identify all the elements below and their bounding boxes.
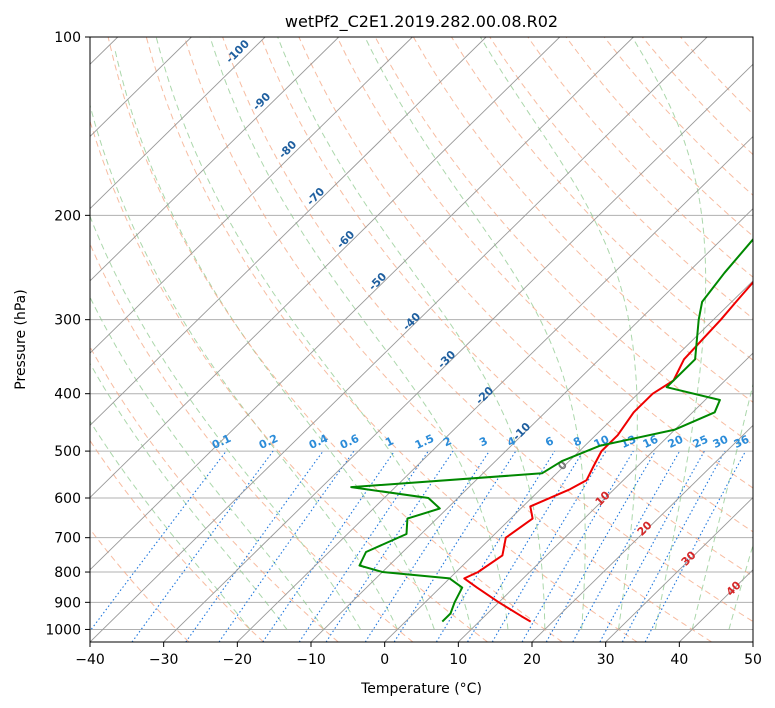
mixing-ratio-line (90, 450, 227, 632)
dry-adiabat-line (90, 242, 414, 642)
moist-adiabat-line (479, 37, 638, 630)
y-axis-ticks: 100 200 300 400 500 600 700 800 900 1000 (45, 30, 90, 638)
chart-title: wetPf2_C2E1.2019.282.00.08.R02 (285, 12, 558, 32)
mixing-ratio-line (572, 450, 681, 642)
dry-adiabat-line (412, 37, 753, 403)
y-tick-label: 800 (54, 565, 81, 581)
isotherm-line (458, 352, 753, 642)
isotherm-line (384, 280, 753, 642)
moist-adiabats (90, 37, 753, 630)
dry-adiabat-line (107, 37, 563, 642)
isotherm-line (90, 37, 340, 282)
moist-adiabat-line (155, 37, 472, 630)
isotherm-line (90, 37, 266, 210)
dry-adiabat-line (90, 119, 488, 642)
dry-adiabat-line (336, 37, 753, 489)
isotherm-line (90, 37, 708, 642)
mixing-ratio-line (298, 450, 429, 642)
y-tick-label: 100 (54, 30, 81, 46)
profile-series (350, 237, 753, 623)
mixing-ratio-label: 13 (619, 433, 638, 451)
dry-adiabat-line (260, 37, 753, 577)
temperature-line (463, 280, 753, 623)
mixing-ratio-lines (90, 450, 747, 642)
mixing-ratio-label: 20 (666, 433, 686, 451)
x-tick-label: 30 (597, 652, 615, 668)
x-tick-label: 0 (380, 652, 389, 668)
y-tick-label: 600 (54, 491, 81, 507)
dry-adiabat-line (451, 37, 753, 361)
isotherm-line (90, 37, 634, 571)
y-tick-label: 300 (54, 313, 81, 329)
mixing-ratio-line (364, 450, 490, 642)
moist-adiabat-line (209, 37, 509, 630)
mixing-ratio-line (131, 450, 274, 642)
dry-adiabat-line (90, 345, 339, 642)
dewpoint-line (350, 237, 753, 623)
isotherm-line (531, 424, 753, 642)
y-tick-label: 400 (54, 387, 81, 403)
isotherm-line (90, 37, 413, 354)
mixing-ratio-label: 36 (732, 433, 752, 451)
y-tick-label: 200 (54, 208, 81, 224)
isotherm-line (752, 641, 753, 642)
dry-adiabat-line (489, 37, 753, 320)
mixing-ratio-line (185, 450, 324, 642)
y-tick-label: 900 (54, 595, 81, 611)
plot-area: 0.1 0.2 0.4 0.6 1 1.5 2 3 4 6 8 10 13 16 20 25 30 36-100-… (90, 37, 753, 642)
x-tick-label: −30 (149, 652, 179, 668)
mixing-ratio-line (599, 450, 705, 642)
y-tick-label: 1000 (45, 622, 81, 638)
moist-adiabat-line (631, 37, 707, 630)
plot-frame (89, 36, 754, 643)
x-tick-label: 50 (744, 652, 762, 668)
x-tick-label: 10 (449, 652, 467, 668)
x-axis-ticks: −40 −30 −20 −10 0 10 20 30 40 50 (75, 642, 762, 668)
moist-adiabat-line (728, 543, 753, 630)
mixing-ratio-line (218, 450, 355, 642)
dry-adiabat-line (145, 37, 638, 642)
x-tick-label: −10 (296, 652, 326, 668)
x-tick-label: 20 (523, 652, 541, 668)
isotherm-line (163, 63, 753, 642)
mixing-ratio-label: 16 (641, 433, 661, 451)
y-axis-label: Pressure (hPa) (13, 289, 29, 389)
mixing-ratio-line (325, 450, 454, 642)
x-tick-label: −20 (223, 652, 253, 668)
isotherm-line (605, 496, 753, 642)
moist-adiabat-line (90, 103, 398, 630)
mixing-ratio-label: 25 (691, 433, 710, 451)
x-tick-label: 40 (670, 652, 688, 668)
skewed-isotherms (90, 37, 753, 642)
y-tick-label: 500 (54, 444, 81, 460)
moist-adiabat-line (364, 37, 586, 630)
x-axis-label: Temperature (°C) (360, 681, 482, 697)
dry-adiabat-line (374, 37, 753, 446)
moist-adiabat-line (90, 296, 325, 630)
moist-adiabat-line (691, 382, 753, 630)
y-tick-label: 700 (54, 531, 81, 547)
isotherm-line (90, 37, 487, 426)
isotherm-line (90, 37, 561, 499)
dry-adiabat-line (183, 37, 712, 642)
mixing-ratio-line (262, 450, 395, 642)
dry-adiabat-line (222, 37, 753, 623)
moist-adiabat-line (277, 37, 546, 630)
mixing-ratio-line (621, 450, 726, 642)
dry-adiabat-line (90, 439, 264, 642)
isotherm-line (237, 135, 753, 642)
x-tick-label: −40 (75, 652, 105, 668)
mixing-ratio-line (393, 450, 517, 642)
mixing-ratio-label: 30 (711, 433, 731, 451)
moist-adiabat-line (114, 49, 435, 630)
mixing-ratio-line (435, 450, 556, 642)
moist-adiabat-line (90, 214, 362, 630)
isotherm-line (310, 208, 753, 642)
